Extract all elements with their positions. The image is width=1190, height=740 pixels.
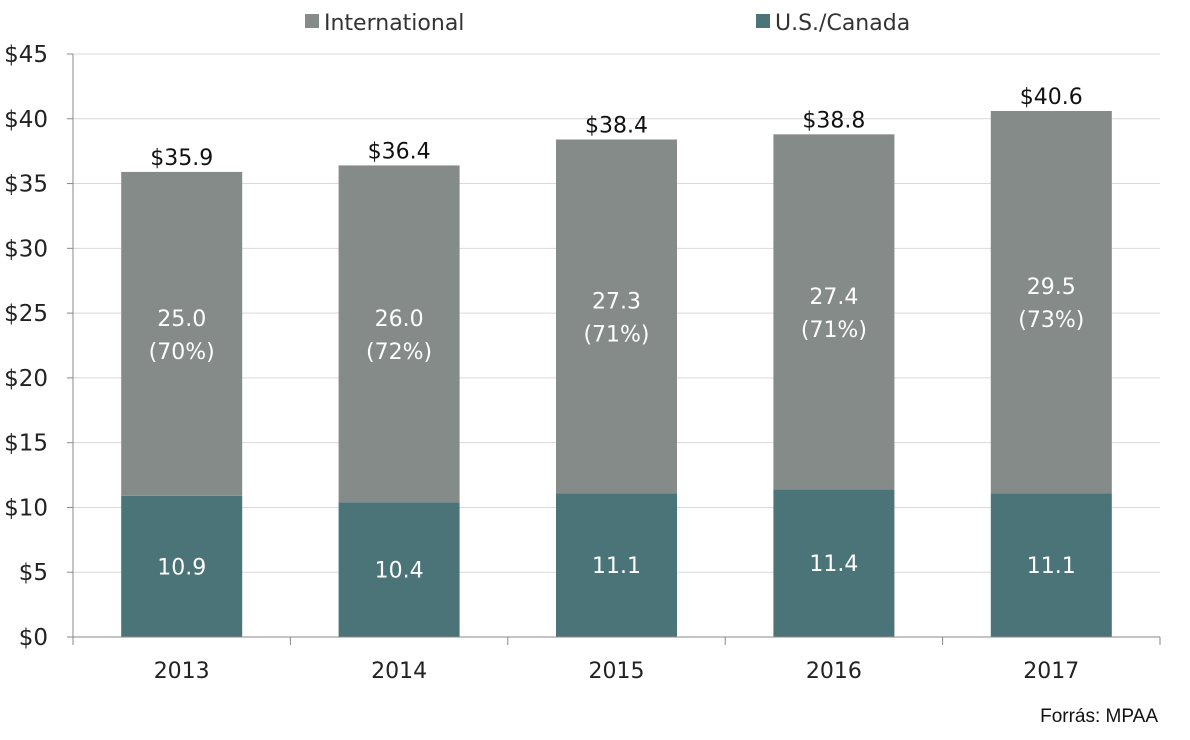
- international-value-label: 27.4: [809, 285, 858, 310]
- x-tick-label: 2016: [806, 659, 862, 684]
- us-canada-value-label: 11.1: [1027, 554, 1076, 579]
- y-tick-label: $25: [4, 301, 48, 327]
- x-tick-label: 2013: [154, 659, 210, 684]
- bar-international: [556, 139, 677, 494]
- international-value-label: 25.0: [157, 307, 206, 332]
- international-share-label: (72%): [366, 340, 432, 365]
- bar-international: [338, 165, 460, 503]
- international-value-label: 27.3: [592, 289, 641, 314]
- axes: $0 $5 $10 $15 $20 $25 $30 $35 $40 $45 2013 2014 2015…: [4, 42, 1161, 684]
- legend-swatch: [305, 14, 319, 28]
- us-canada-value-label: 11.4: [809, 552, 858, 577]
- international-value-label: 26.0: [375, 307, 424, 332]
- bar-us-canada: [121, 495, 243, 637]
- y-tick-label: $15: [4, 431, 48, 457]
- total-value-label: $36.4: [368, 139, 431, 164]
- international-share-label: (71%): [801, 318, 867, 343]
- legend: International U.S./Canada: [305, 11, 910, 36]
- y-tick-label: $30: [4, 236, 48, 262]
- bar-international: [773, 134, 895, 490]
- y-tick-label: $0: [19, 625, 48, 651]
- international-share-label: (70%): [149, 340, 215, 365]
- y-tick-label: $45: [4, 42, 48, 68]
- total-value-label: $40.6: [1020, 85, 1083, 110]
- bar-us-canada: [556, 493, 677, 637]
- legend-swatch: [756, 14, 770, 28]
- us-canada-value-label: 11.1: [592, 554, 641, 579]
- total-value-label: $38.8: [802, 108, 865, 133]
- y-tick-label: $35: [4, 172, 48, 198]
- total-value-label: $38.4: [585, 114, 648, 139]
- y-tick-label: $20: [4, 366, 48, 392]
- us-canada-value-label: 10.4: [375, 559, 424, 584]
- x-tick-label: 2015: [589, 659, 645, 684]
- bar-international: [121, 171, 243, 496]
- data-labels: 10.9 25.0 (70%) $35.9 10.4 26.0 (72%) $36.4 11.1…: [149, 85, 1085, 584]
- bar-us-canada: [773, 489, 895, 637]
- international-share-label: (71%): [583, 322, 649, 347]
- y-tick-label: $10: [4, 495, 48, 521]
- x-tick-label: 2014: [371, 659, 427, 684]
- international-value-label: 29.5: [1027, 275, 1076, 300]
- legend-label: International: [324, 11, 464, 36]
- bars: [121, 111, 1112, 637]
- bar-international: [990, 111, 1112, 494]
- source-note: Forrás: MPAA: [1040, 706, 1158, 727]
- legend-label: U.S./Canada: [775, 11, 910, 36]
- x-tick-label: 2017: [1023, 659, 1079, 684]
- y-tick-label: $5: [19, 560, 48, 586]
- bar-us-canada: [338, 502, 460, 637]
- international-share-label: (73%): [1018, 308, 1084, 333]
- bar-us-canada: [990, 493, 1112, 637]
- y-tick-label: $40: [4, 107, 48, 133]
- total-value-label: $35.9: [150, 146, 213, 171]
- us-canada-value-label: 10.9: [157, 555, 206, 580]
